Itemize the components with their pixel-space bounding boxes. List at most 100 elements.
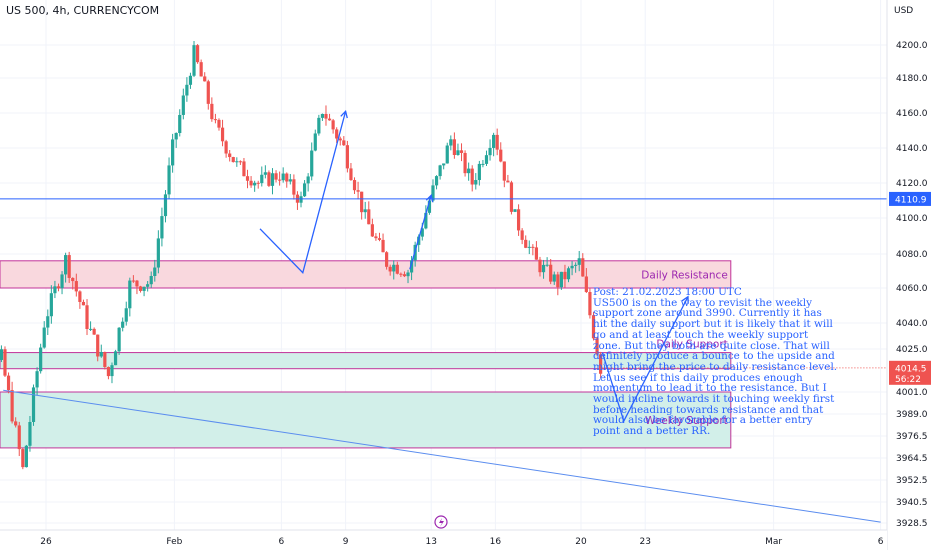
candle-body — [420, 228, 424, 237]
candle-body — [591, 315, 596, 339]
candle-body — [402, 274, 407, 277]
candle-body — [60, 274, 64, 289]
candle-body — [224, 141, 228, 154]
candle-body — [39, 347, 43, 372]
candle-body — [220, 127, 225, 142]
candle-body — [456, 150, 460, 155]
candle-body — [459, 150, 464, 153]
candle-body — [299, 196, 303, 203]
candle-body — [395, 264, 399, 274]
price-tick-label: 4060.0 — [896, 284, 928, 294]
time-tick-label: Mar — [765, 537, 782, 547]
candle-body — [320, 113, 325, 118]
candle-body — [595, 338, 599, 355]
candle-body — [249, 180, 253, 186]
price-tick-label: 3964.5 — [896, 454, 928, 464]
candle-body — [213, 119, 218, 121]
candle-body — [506, 180, 510, 183]
drawings-layer — [0, 109, 887, 523]
candle-body — [495, 134, 499, 150]
candle-body — [263, 172, 267, 175]
candle-body — [171, 139, 175, 166]
candle-body — [203, 76, 207, 82]
candle-body — [96, 334, 100, 357]
candle-body — [42, 327, 46, 348]
candle-body — [317, 117, 321, 134]
time-axis-panel — [0, 530, 887, 550]
candle-body — [210, 103, 214, 120]
candle-body — [406, 272, 410, 277]
zone-daily-resistance — [0, 260, 732, 289]
price-tick-label: 4140.0 — [896, 144, 928, 154]
last-price-tag — [889, 360, 931, 385]
candle-body — [285, 173, 289, 182]
candle-body — [281, 173, 285, 181]
candle-body — [431, 185, 435, 201]
arrow-head — [340, 109, 348, 119]
candle-body — [131, 280, 135, 282]
time-tick-label: 20 — [575, 537, 587, 547]
candle-body — [78, 291, 82, 302]
candle-body — [527, 246, 531, 248]
candle-body — [56, 286, 61, 289]
post-note-body: US500 is on the way to revisit the weekl… — [593, 296, 838, 438]
zone-label: Weekly Support — [645, 415, 728, 427]
candle-body — [156, 238, 160, 268]
candle-body — [531, 246, 535, 248]
candle-body — [438, 165, 442, 177]
candle-body — [24, 445, 28, 468]
candle-body — [566, 268, 571, 280]
candle-body — [124, 308, 128, 322]
candle-body — [474, 180, 478, 185]
candle-body — [117, 327, 121, 352]
candle-body — [484, 155, 489, 164]
arrow-head — [681, 295, 689, 304]
time-tick-label: 6 — [279, 537, 285, 547]
candle-body — [392, 264, 396, 272]
candle-body — [178, 114, 182, 134]
candle-body — [306, 176, 310, 184]
price-tick-label: 4200.0 — [896, 41, 928, 51]
trendline — [3, 389, 881, 523]
candle-body — [363, 209, 367, 213]
price-tag-4110 — [889, 191, 931, 206]
time-tick-label: 9 — [343, 537, 349, 547]
candle-body — [599, 354, 603, 374]
candle-body — [153, 267, 157, 276]
candle-body — [67, 255, 71, 278]
candle-body — [74, 281, 78, 292]
price-tick-label: 4025.0 — [896, 345, 928, 355]
candle-body — [409, 260, 414, 273]
candle-body — [534, 247, 539, 260]
candle-body — [192, 45, 196, 76]
candle-body — [163, 194, 168, 217]
post-note-header: Post: 21.02.2023 18:00 UTC — [593, 286, 742, 298]
zone-label: Daily Support — [656, 339, 727, 351]
candle-body — [92, 328, 96, 335]
price-tag-4110-text: 4110.9 — [895, 195, 927, 205]
candle-body — [327, 118, 332, 121]
time-tick-label: 13 — [425, 537, 436, 547]
price-tick-label: 4001.0 — [896, 388, 928, 398]
candle-body — [541, 264, 546, 273]
candle-body — [238, 161, 242, 163]
candle-body — [345, 145, 349, 169]
candle-body — [331, 120, 335, 130]
candle-body — [260, 174, 264, 184]
price-axis-panel — [887, 0, 932, 550]
price-tick-label: 3940.5 — [896, 498, 928, 508]
candles-layer — [0, 41, 603, 470]
zone-daily-support — [0, 352, 732, 370]
candle-body — [106, 367, 111, 377]
candle-body — [385, 252, 389, 267]
candle-body — [128, 280, 132, 309]
price-tick-label: 4120.0 — [896, 179, 928, 189]
price-tick-label: 4080.0 — [896, 250, 928, 260]
candle-body — [427, 200, 432, 213]
candle-body — [6, 375, 11, 391]
candle-body — [103, 352, 107, 368]
candle-body — [3, 349, 7, 376]
price-tick-label: 3976.5 — [896, 432, 928, 442]
time-tick-label: 26 — [40, 537, 52, 547]
